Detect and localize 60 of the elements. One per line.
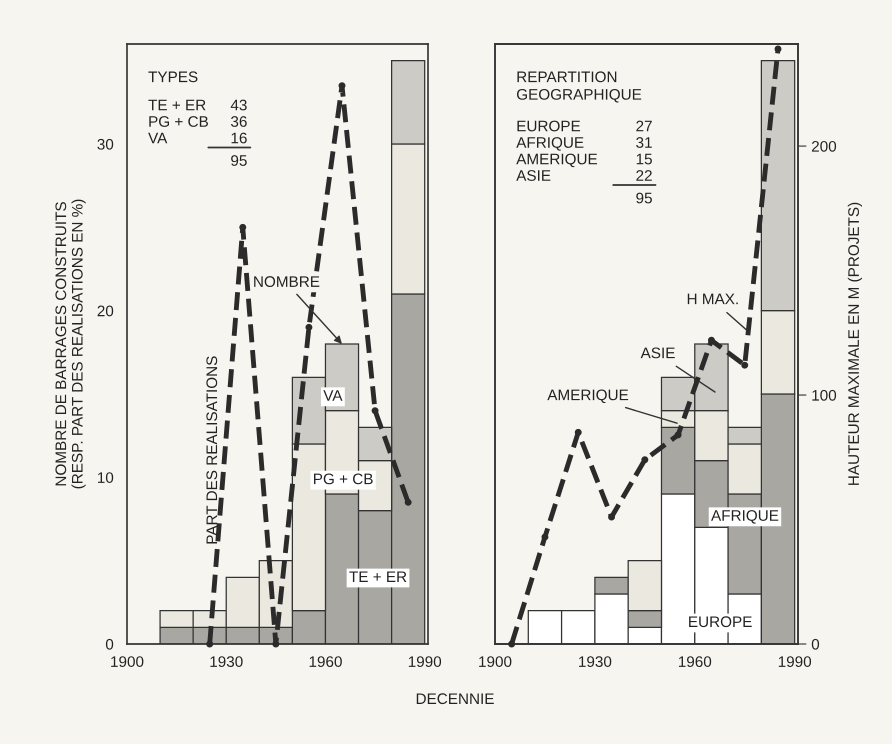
point	[305, 324, 312, 331]
annotation: REPARTITION GEOGRAPHIQUE	[516, 71, 642, 103]
y2-tick-label: 0	[812, 638, 820, 650]
point	[272, 640, 280, 648]
point	[541, 533, 548, 540]
annotation: 95	[231, 155, 247, 166]
annotation: 31	[636, 137, 652, 148]
y-tick-label: 10	[98, 472, 114, 484]
y-tick-label: 30	[97, 138, 114, 150]
series-label: TE + ER	[349, 571, 406, 582]
point	[239, 224, 246, 231]
y2-tick-label: 100	[812, 390, 836, 401]
x-tick-label: 1960	[678, 656, 712, 668]
annotation: ASIE	[516, 170, 550, 181]
y-tick-label: 20	[98, 306, 114, 316]
annotation: VA	[148, 132, 168, 144]
annotation: 15	[636, 154, 652, 164]
annotation: EUROPE	[517, 120, 580, 132]
annotation: NOMBRE	[254, 276, 320, 287]
series-label: H MAX.	[688, 294, 738, 304]
series-label: EUROPE	[689, 616, 752, 628]
annotation: 36	[230, 116, 247, 127]
annotation: AMERIQUE	[516, 154, 598, 168]
annotation: 43	[230, 100, 247, 110]
y2-axis-title: HAUTEUR MAXIMALE EN M (PROJETS)	[848, 202, 862, 485]
point	[608, 514, 616, 520]
annotation: 22	[636, 170, 652, 181]
annotation: 16	[232, 132, 247, 144]
annotation: 95	[636, 192, 652, 204]
series-label: AFRIQUE	[711, 510, 778, 524]
annotation: TE + ER	[148, 100, 206, 110]
series-label: VA	[323, 390, 342, 401]
x-tick-label: 1900	[479, 656, 512, 668]
point	[206, 640, 214, 648]
point	[674, 431, 682, 438]
point	[741, 362, 748, 369]
point	[774, 46, 782, 52]
series-label: ASIE	[640, 347, 675, 358]
x-axis-title: DECENNIE	[416, 693, 494, 704]
annotation: TYPES	[148, 71, 198, 82]
annotation: PG + CB	[149, 116, 208, 127]
point	[641, 456, 648, 464]
point	[372, 407, 379, 414]
point	[574, 428, 582, 436]
point	[404, 498, 412, 506]
y2-tick-label: 200	[812, 140, 836, 152]
annotation: 27	[636, 120, 652, 132]
x-tick-label: 1990	[408, 656, 442, 668]
text: AMERIQUE	[547, 389, 628, 404]
x-tick-label: 1900	[111, 656, 144, 668]
x-tick-label: 1930	[579, 656, 612, 668]
x-tick-label: 1960	[310, 656, 342, 668]
series-label: PG + CB	[314, 473, 373, 484]
text: PART DES REALISATIONS	[206, 356, 218, 544]
point	[508, 640, 516, 648]
y-axis-title: NOMBRE DE BARRAGES CONSTRUITS (RESP. PART DES REALISATIONS EN %)	[55, 200, 86, 488]
x-tick-label: 1930	[210, 656, 243, 668]
annotation: AFRIQUE	[516, 137, 584, 151]
y-tick-label: 0	[106, 638, 114, 650]
x-tick-label: 1990	[778, 656, 812, 668]
